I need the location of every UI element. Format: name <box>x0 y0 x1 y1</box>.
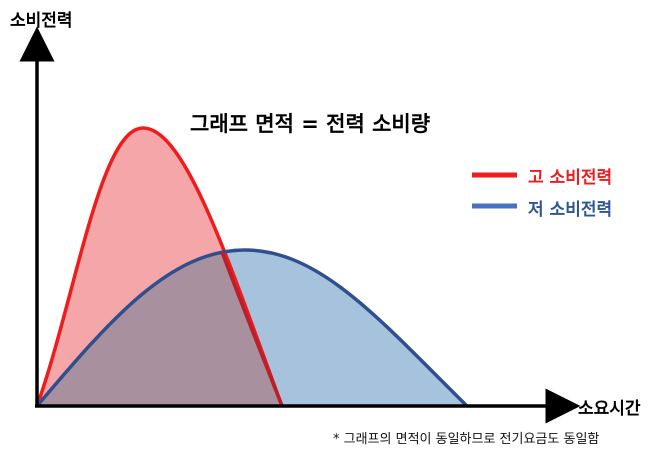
high-consumption-curve-overlap <box>220 251 284 407</box>
high-consumption-curve <box>35 126 284 407</box>
footnote: * 그래프의 면적이 동일하므로 전기요금도 동일함 <box>333 432 600 447</box>
low-consumption-curve <box>35 248 469 408</box>
x-axis-label: 소요시간 <box>578 399 641 419</box>
diagram-title: 그래프 면적 = 전력 소비량 <box>190 112 431 136</box>
legend-high-label: 고 소비전력 <box>528 168 613 188</box>
y-axis-label: 소비전력 <box>10 11 73 31</box>
legend-low-label: 저 소비전력 <box>528 200 613 220</box>
